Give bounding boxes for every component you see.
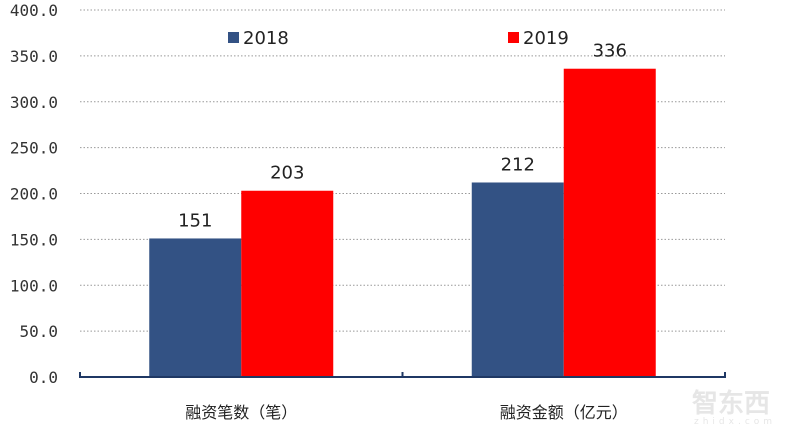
bars (149, 68, 656, 377)
x-axis (79, 372, 726, 378)
bar-2019-0 (241, 190, 334, 377)
watermark-text: 智东西 (692, 388, 770, 419)
y-tick-label: 100.0 (10, 276, 58, 295)
data-label: 212 (501, 154, 535, 175)
category-labels: 融资笔数（笔） 融资金额（亿元） (185, 403, 628, 422)
y-tick-label: 150.0 (10, 230, 58, 249)
y-tick-label: 350.0 (10, 47, 58, 66)
y-axis-ticks: 0.0 50.0 100.0 150.0 200.0 250.0 300.0 350.0 400… (10, 1, 58, 387)
y-tick-label: 250.0 (10, 139, 58, 158)
bar-2018-1 (471, 182, 564, 377)
y-tick-label: 50.0 (19, 322, 58, 341)
bar-2019-1 (563, 68, 656, 377)
legend-label: 2019 (523, 28, 569, 49)
y-tick-label: 400.0 (10, 1, 58, 20)
data-label: 203 (270, 163, 304, 184)
category-label: 融资金额（亿元） (500, 403, 628, 422)
legend: 2018 2019 (228, 28, 569, 49)
data-label: 151 (178, 210, 212, 231)
category-label: 融资笔数（笔） (185, 403, 297, 422)
y-tick-label: 0.0 (29, 368, 58, 387)
y-tick-label: 200.0 (10, 185, 58, 204)
legend-swatch-2019 (508, 32, 519, 43)
gridlines (80, 9, 725, 332)
legend-swatch-2018 (228, 32, 239, 43)
data-labels: 151 203 212 336 (178, 41, 627, 232)
legend-label: 2018 (243, 28, 289, 49)
watermark-subtext: zhidx.com (694, 417, 776, 427)
bar-2018-0 (149, 238, 242, 377)
watermark-logo: 智东西 zhidx.com (692, 388, 776, 427)
y-tick-label: 300.0 (10, 93, 58, 112)
data-label: 336 (593, 41, 627, 62)
